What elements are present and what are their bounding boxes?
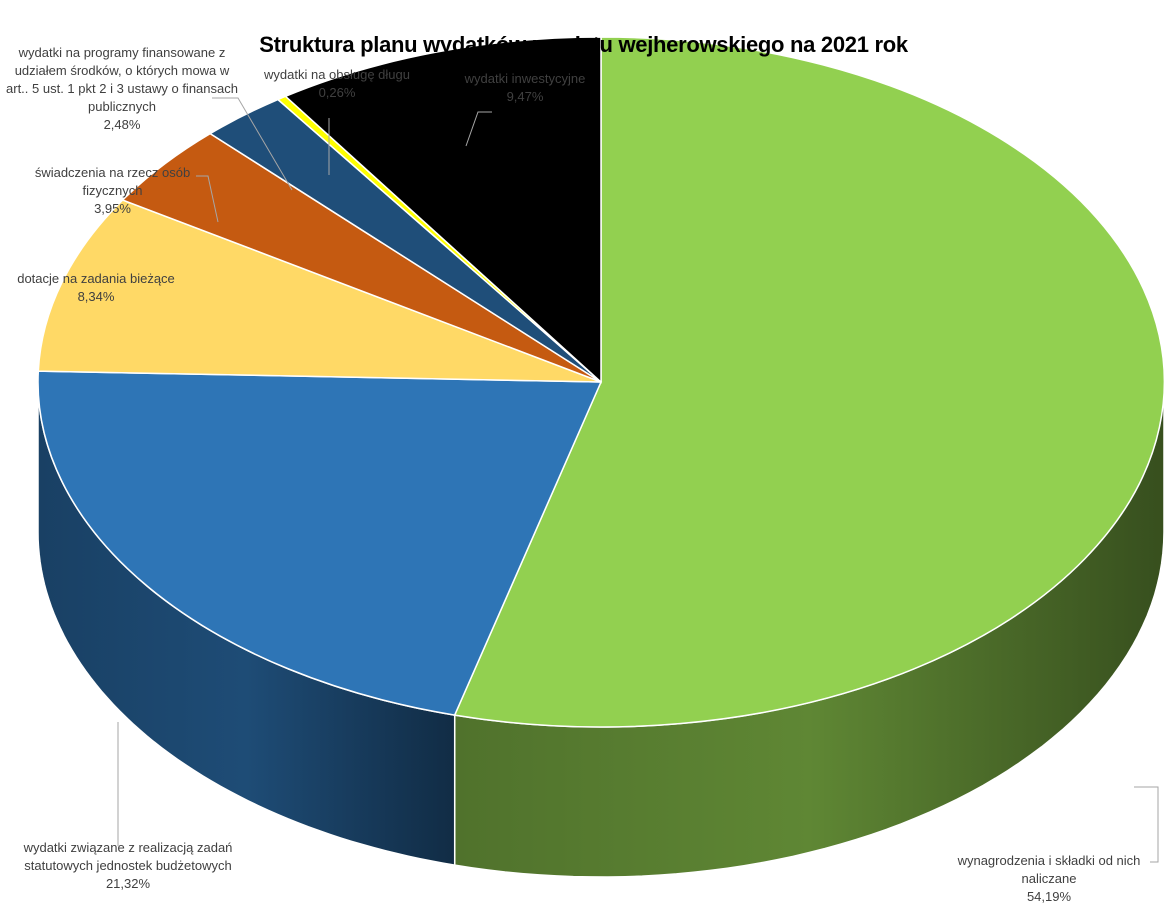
slice-label: dotacje na zadania bieżące [17, 271, 175, 286]
slice-dotacje [37, 199, 602, 383]
data-label-inwestycyjne: wydatki inwestycyjne 9,47% [440, 70, 610, 106]
leader-line [196, 175, 219, 223]
slice-inwestycyjne [284, 36, 602, 384]
slice-value: 21,32% [105, 876, 151, 891]
leader-lines [117, 97, 1159, 863]
data-label-wynagrodzenia: wynagrodzenia i składki od nich naliczan… [944, 852, 1154, 906]
slice-value: 8,34% [77, 289, 115, 304]
data-label-programy: wydatki na programy finansowane z udział… [6, 44, 238, 134]
slice-zadania-statutowe [37, 370, 603, 716]
slice-value: 0,26% [318, 85, 356, 100]
leader-line [212, 97, 293, 191]
data-label-obsluga-dlugu: wydatki na obsługę długu 0,26% [252, 66, 422, 102]
slice-label: wydatki inwestycyjne [464, 71, 586, 86]
leader-line [465, 111, 492, 147]
data-label-dotacje: dotacje na zadania bieżące 8,34% [6, 270, 186, 306]
slice-label: wydatki na programy finansowane z udział… [6, 45, 238, 114]
data-label-swiadczenia: świadczenia na rzecz osób fizycznych 3,9… [30, 164, 195, 218]
chart-title: Struktura planu wydatków powiatu wejhero… [259, 32, 908, 57]
pie-slices [37, 36, 1166, 728]
data-label-zadania-statutowe: wydatki związane z realizacją zadań stat… [8, 839, 248, 893]
slice-value: 9,47% [506, 89, 544, 104]
slice-value: 54,19% [1026, 889, 1072, 904]
slice-value: 3,95% [94, 201, 131, 216]
slice-label: wydatki na obsługę długu [264, 67, 410, 82]
leader-line [1134, 786, 1159, 863]
slice-label: świadczenia na rzecz osób fizycznych [34, 165, 191, 198]
slice-wynagrodzenia [453, 36, 1166, 728]
slice-label: wynagrodzenia i składki od nich naliczan… [957, 853, 1141, 886]
slice-value: 2,48% [103, 117, 141, 132]
slice-label: wydatki związane z realizacją zadań stat… [23, 840, 233, 873]
